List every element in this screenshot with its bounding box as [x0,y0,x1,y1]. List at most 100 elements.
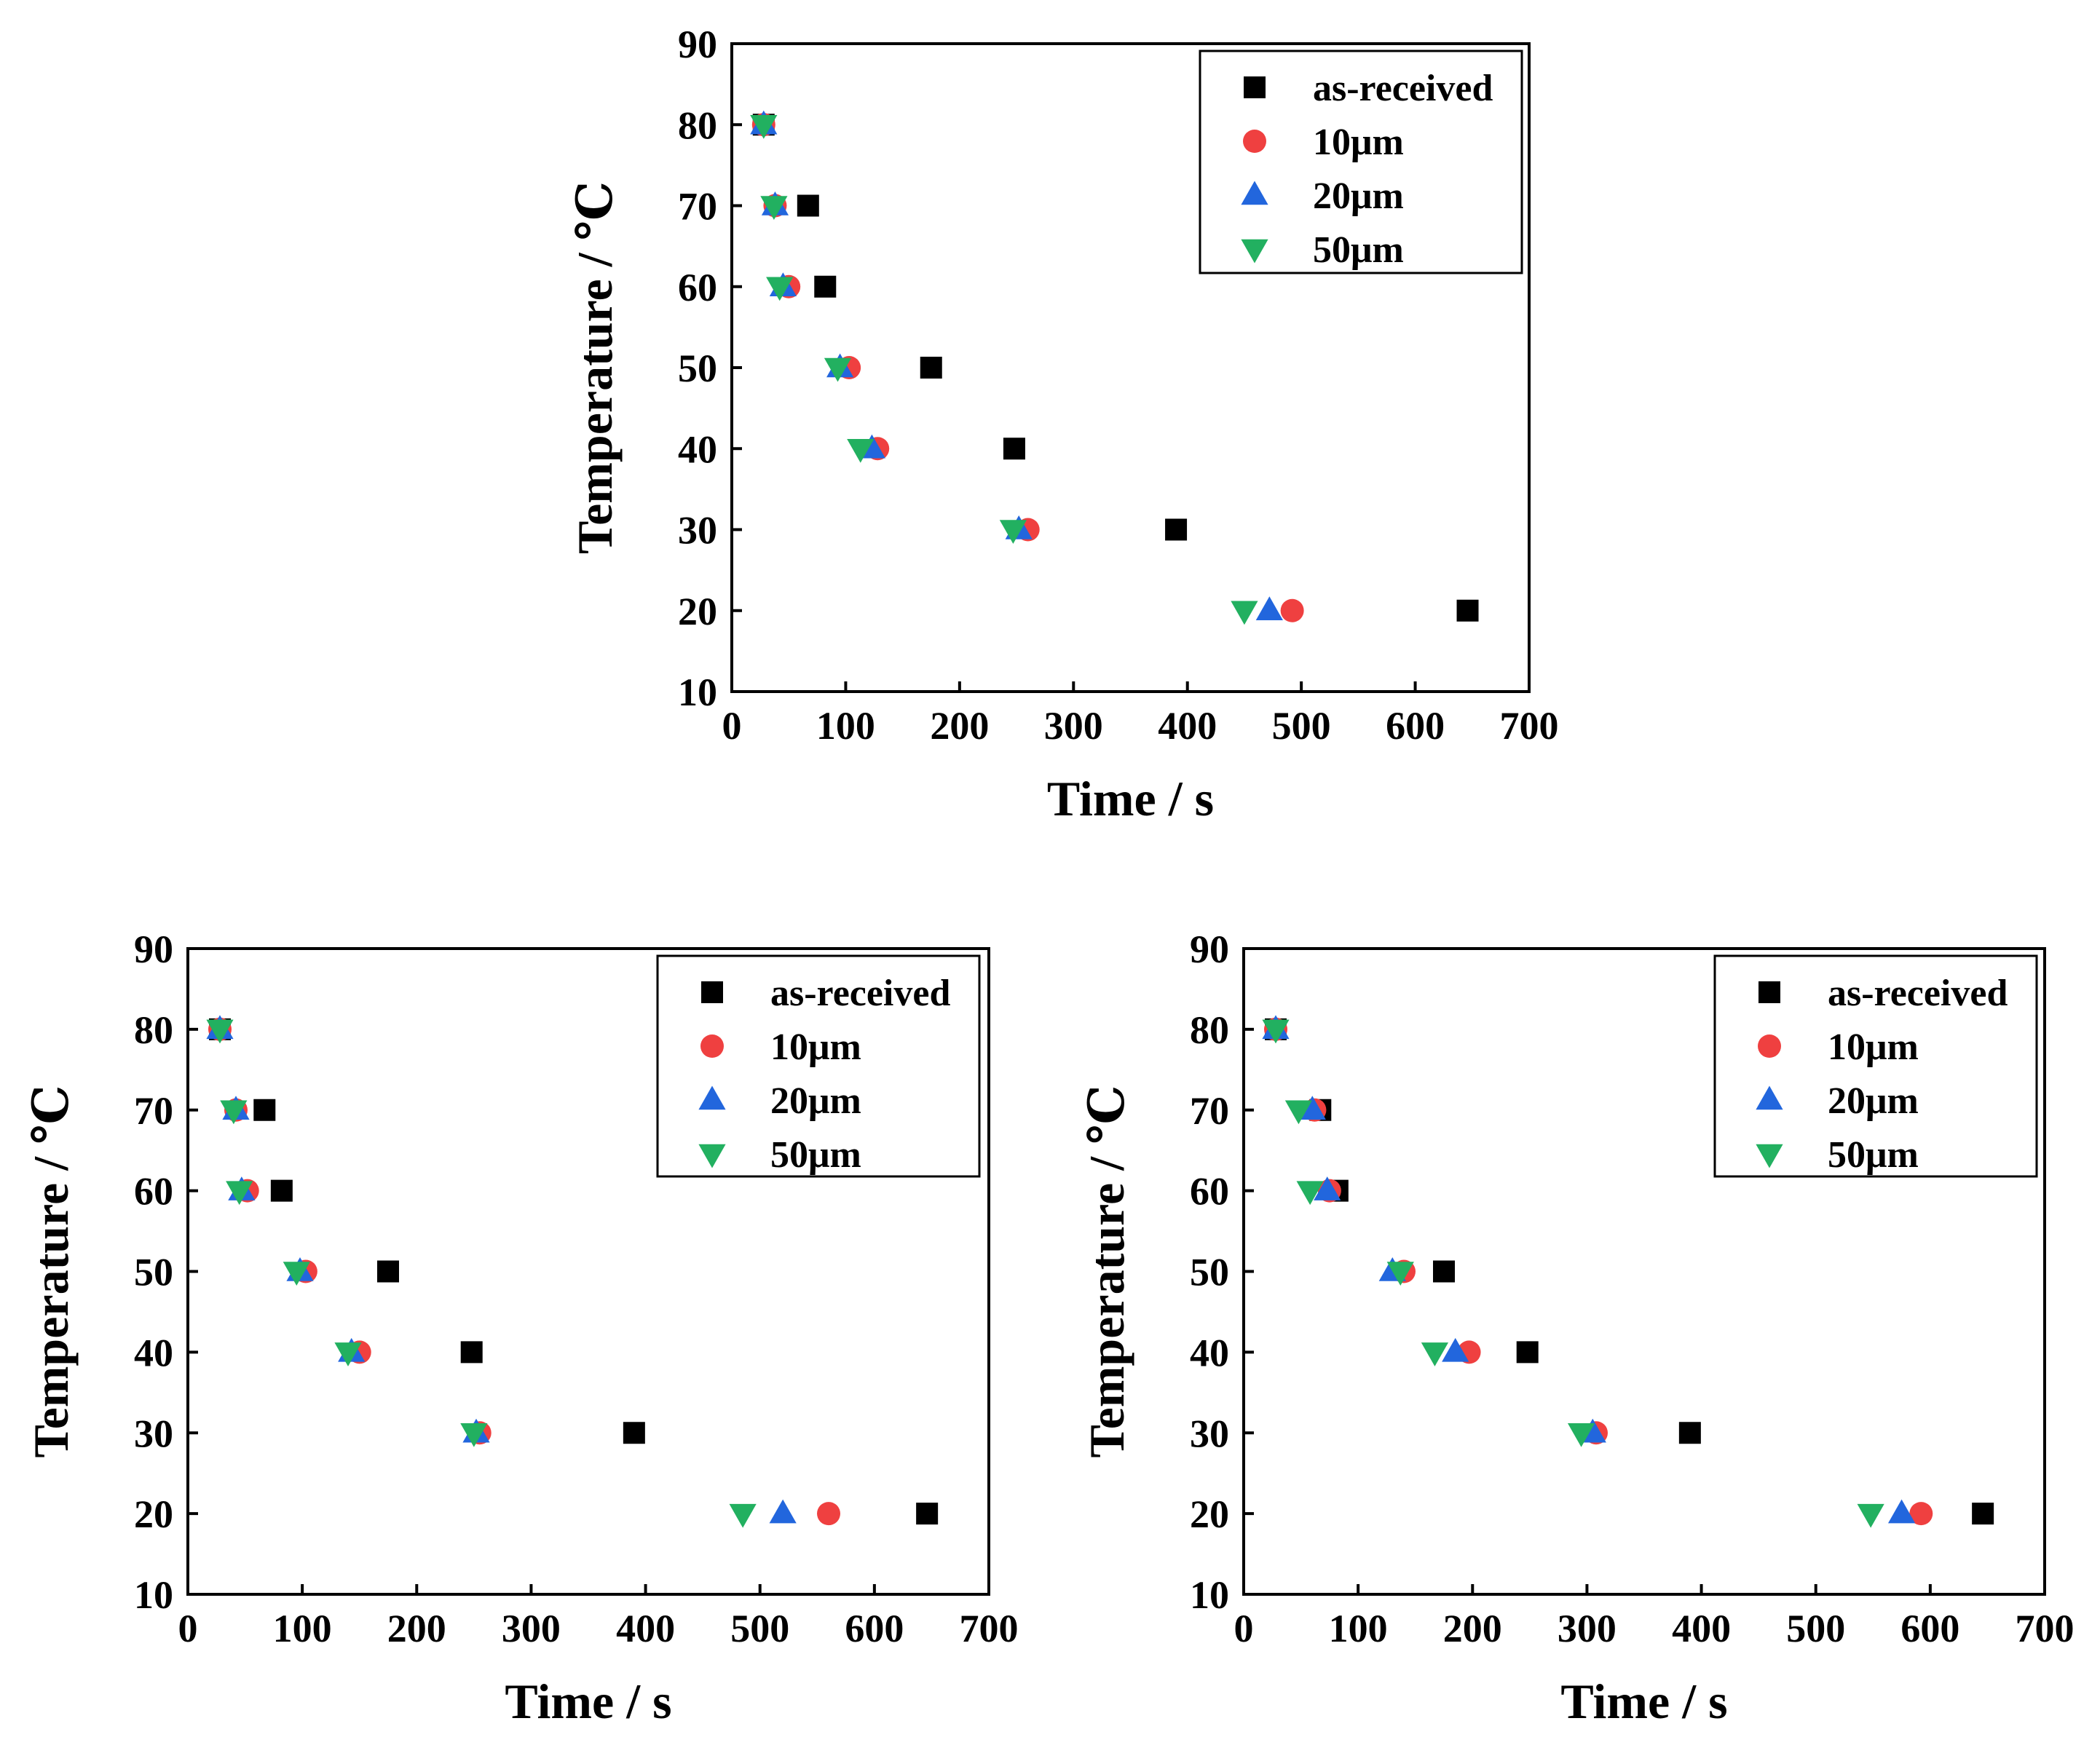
data-point [1003,438,1025,460]
data-point [1857,1503,1884,1528]
x-tick-label: 0 [178,1607,198,1650]
legend-label: 10μm [1313,122,1404,163]
x-tick-label: 400 [1672,1607,1731,1650]
data-point [1284,1100,1313,1125]
x-tick-label: 300 [1558,1607,1617,1650]
y-tick-label: 30 [1190,1412,1229,1455]
y-tick-label: 60 [678,266,717,309]
x-tick-label: 600 [1386,704,1445,748]
y-tick-label: 30 [134,1412,173,1455]
data-point [206,1019,234,1044]
y-tick-label: 50 [1190,1251,1229,1294]
legend-marker [1241,181,1268,205]
series-as-received [209,1018,939,1525]
data-point [814,275,837,298]
legend-marker [700,1034,724,1058]
data-point [920,357,942,379]
data-point [377,1260,399,1283]
chart-bottom-left: 0 100 200 300 400 500 600 700 10 20 30 40 50 60 70 80 90… [23,927,1019,1729]
x-tick-label: 400 [1158,704,1217,748]
legend-marker [698,1085,726,1110]
data-point [769,1499,797,1524]
data-point [1442,1337,1469,1362]
y-tick-label: 10 [134,1573,173,1617]
legend-marker [1758,1034,1781,1058]
y-tick-label: 90 [678,23,717,66]
x-tick-label: 200 [1443,1607,1502,1650]
y-axis-label: Temperature / ℃ [567,181,623,554]
legend-marker [1758,981,1780,1003]
x-tick-label: 100 [273,1607,332,1650]
legend-label: 20μm [1828,1080,1919,1122]
x-tick-label: 600 [1900,1607,1959,1650]
data-point [1456,599,1479,622]
data-point [1165,518,1188,541]
y-tick-label: 60 [134,1170,173,1214]
y-tick-label: 10 [1190,1573,1229,1617]
x-tick-label: 500 [730,1607,789,1650]
x-tick-label: 100 [816,704,875,748]
data-point [797,194,819,217]
data-point [1433,1260,1455,1283]
x-axis-label: Time / s [1047,771,1214,826]
legend: as-received 10μm 20μm 50μm [656,954,981,1178]
data-point [1280,598,1304,622]
y-tick-label: 80 [134,1008,173,1052]
data-point [766,277,794,301]
data-point [1255,596,1283,620]
data-point [270,1179,293,1202]
y-axis-label: Temperature / ℃ [23,1085,79,1457]
x-tick-label: 200 [387,1607,446,1650]
legend-marker [1756,1085,1783,1110]
legend-label: 20μm [1313,175,1404,217]
y-axis-label: Temperature / ℃ [1079,1085,1134,1457]
data-point [1516,1341,1539,1364]
series-50μm [750,115,1258,625]
chart-top: 0 100 200 300 400 500 600 700 10 20 30 40 50 60 70 80 90… [567,23,1559,826]
x-tick-label: 300 [502,1607,561,1650]
y-tick-label: 20 [678,590,717,633]
data-point [916,1503,939,1525]
data-point [760,196,788,221]
y-tick-label: 90 [1190,927,1229,971]
x-tick-label: 700 [2016,1607,2075,1650]
data-point [283,1262,310,1286]
series-50μm [206,1019,757,1528]
y-tick-label: 70 [1190,1089,1229,1133]
y-tick-label: 80 [1190,1008,1229,1052]
legend-marker [1241,239,1268,264]
data-point [817,1502,840,1526]
x-tick-label: 700 [960,1607,1019,1650]
x-tick-label: 0 [1234,1607,1254,1650]
series-50μm [1262,1019,1884,1528]
data-point [1231,601,1258,625]
legend: as-received 10μm 20μm 50μm [1199,50,1523,274]
data-point [220,1100,248,1125]
x-tick-label: 0 [722,704,742,748]
series-as-received [752,114,1479,622]
y-tick-label: 60 [1190,1170,1229,1214]
data-point [1421,1342,1449,1366]
x-tick-label: 300 [1044,704,1103,748]
legend-marker [698,1144,726,1168]
data-point [1887,1499,1916,1524]
legend-label: as-received [1313,68,1493,109]
y-tick-label: 70 [678,185,717,229]
data-point [729,1503,757,1528]
x-tick-label: 100 [1329,1607,1388,1650]
legend-label: 20μm [770,1080,861,1122]
x-tick-label: 600 [845,1607,904,1650]
data-point [1262,1019,1290,1044]
x-tick-label: 400 [616,1607,675,1650]
legend-label: 10μm [1828,1026,1919,1068]
legend-marker [1243,130,1266,153]
legend-marker [1244,76,1266,98]
y-tick-label: 10 [678,670,717,714]
data-point [999,520,1027,545]
data-point [460,1423,488,1447]
data-point [623,1422,645,1444]
data-point [824,357,852,382]
y-tick-label: 30 [678,509,717,553]
legend-label: 10μm [770,1026,861,1068]
